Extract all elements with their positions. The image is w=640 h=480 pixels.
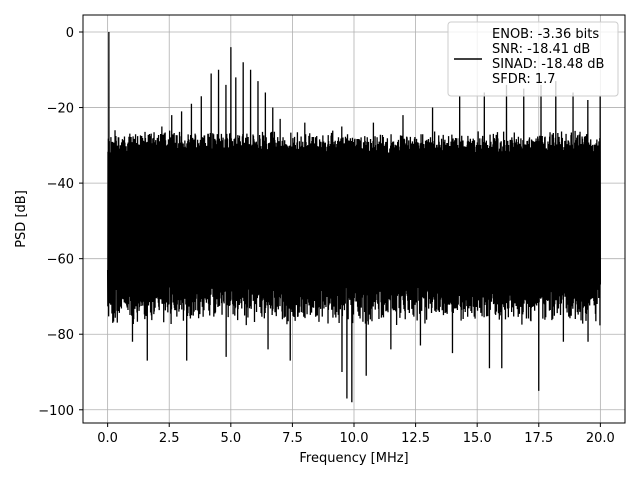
y-tick-label: −20 xyxy=(47,102,74,117)
legend-box xyxy=(447,21,619,97)
x-tick-label: 0.0 xyxy=(97,431,118,446)
y-axis: 0 −20 −40 −60 −80 −100 xyxy=(38,26,83,419)
x-axis: 0.0 2.5 5.0 7.5 10.0 12.5 15.0 17.5 20.0 xyxy=(97,423,615,446)
y-tick-label: −100 xyxy=(38,404,74,419)
x-tick-label: 7.5 xyxy=(282,431,303,446)
x-tick-label: 5.0 xyxy=(220,431,241,446)
series-layer xyxy=(106,31,602,403)
x-tick-label: 20.0 xyxy=(586,431,615,446)
x-tick-label: 15.0 xyxy=(463,431,492,446)
series-line xyxy=(106,31,602,403)
legend-text: SINAD: -18.48 dB xyxy=(492,57,604,72)
x-tick-label: 12.5 xyxy=(401,431,430,446)
x-tick-label: 2.5 xyxy=(159,431,180,446)
y-tick-label: −40 xyxy=(47,177,74,192)
legend-text: SNR: -18.41 dB xyxy=(492,42,590,57)
y-tick-label: −80 xyxy=(47,328,74,343)
x-tick-label: 17.5 xyxy=(524,431,553,446)
y-tick-label: −60 xyxy=(47,253,74,268)
legend-text: SFDR: 1.7 xyxy=(492,72,556,87)
x-tick-label: 10.0 xyxy=(340,431,369,446)
x-axis-label: Frequency [MHz] xyxy=(299,451,408,466)
legend-text: ENOB: -3.36 bits xyxy=(492,27,599,42)
y-axis-label: PSD [dB] xyxy=(14,190,29,248)
y-tick-label: 0 xyxy=(66,26,74,41)
